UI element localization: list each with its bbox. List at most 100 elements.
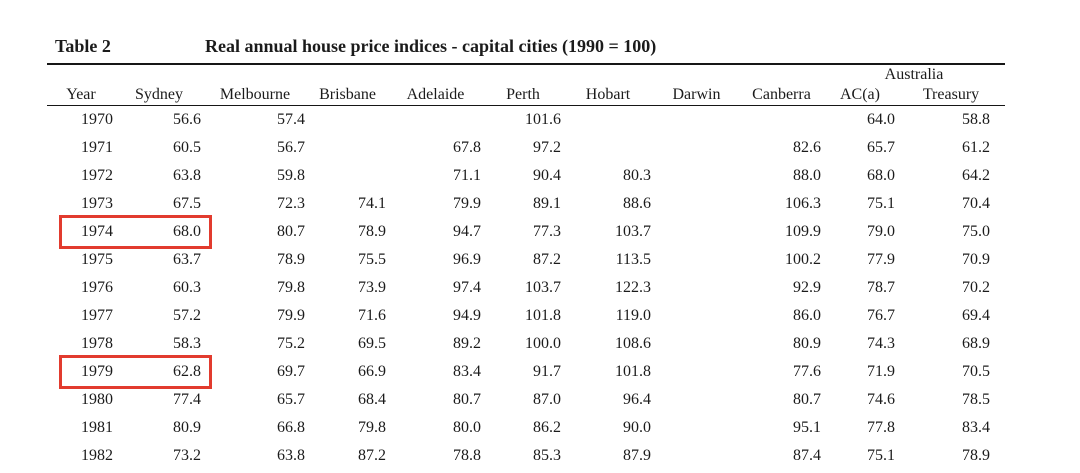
column-header-melbourne: Melbourne xyxy=(203,84,307,106)
table-row-1980: 1980 77.4 65.7 68.4 80.7 87.0 96.4 80.7 74.6 78.5 xyxy=(47,386,1005,414)
house-price-table: Australia Year Sydney Melbourne Brisbane Ade… xyxy=(47,63,1005,470)
value-cell xyxy=(307,162,388,190)
value-cell xyxy=(653,134,740,162)
value-cell: 72.3 xyxy=(277,195,305,212)
value-cell: 70.4 xyxy=(962,195,990,212)
value-cell: 88.0 xyxy=(793,167,821,184)
value-cell xyxy=(653,190,740,218)
value-cell: 78.9 xyxy=(358,223,386,240)
value-cell: 87.0 xyxy=(533,391,561,408)
value-cell: 75.5 xyxy=(358,251,386,268)
table-row-1975: 1975 63.7 78.9 75.5 96.9 87.2 113.5 100.2 77.9 70… xyxy=(47,246,1005,274)
value-cell: 58.3 xyxy=(173,335,201,352)
value-cell xyxy=(653,302,740,330)
column-header-perth: Perth xyxy=(483,84,563,106)
table-row-1974: 1974 68.0 80.7 78.9 94.7 77.3 103.7 109.9 79.0 75… xyxy=(47,218,1005,246)
value-cell: 68.9 xyxy=(962,335,990,352)
value-cell: 78.7 xyxy=(867,279,895,296)
column-header-year: Year xyxy=(47,84,115,106)
year-cell: 1972 xyxy=(81,167,113,184)
value-cell: 97.2 xyxy=(533,139,561,156)
value-cell xyxy=(653,330,740,358)
value-cell: 61.2 xyxy=(962,139,990,156)
column-header-ac-a: AC(a) xyxy=(823,84,897,106)
value-cell: 79.8 xyxy=(358,419,386,436)
value-cell xyxy=(653,386,740,414)
value-cell: 60.3 xyxy=(173,279,201,296)
value-cell: 92.9 xyxy=(793,279,821,296)
value-cell: 71.6 xyxy=(358,307,386,324)
value-cell: 96.4 xyxy=(623,391,651,408)
value-cell: 74.3 xyxy=(867,335,895,352)
value-cell: 80.9 xyxy=(173,419,201,436)
value-cell: 87.2 xyxy=(533,251,561,268)
value-cell xyxy=(653,246,740,274)
value-cell: 101.8 xyxy=(525,307,561,324)
value-cell: 73.2 xyxy=(173,447,201,464)
value-cell: 71.9 xyxy=(867,363,895,380)
value-cell: 56.6 xyxy=(173,111,201,128)
value-cell: 73.9 xyxy=(358,279,386,296)
value-cell: 113.5 xyxy=(615,251,651,268)
value-cell: 97.4 xyxy=(453,279,481,296)
column-header-darwin: Darwin xyxy=(653,84,740,106)
value-cell: 67.5 xyxy=(173,195,201,212)
value-cell: 80.7 xyxy=(453,391,481,408)
value-cell: 77.4 xyxy=(173,391,201,408)
value-cell: 80.7 xyxy=(793,391,821,408)
value-cell: 83.4 xyxy=(962,419,990,436)
value-cell: 64.0 xyxy=(867,111,895,128)
value-cell: 64.2 xyxy=(962,167,990,184)
value-cell: 108.6 xyxy=(615,335,651,352)
value-cell: 79.9 xyxy=(453,195,481,212)
value-cell xyxy=(740,106,823,135)
value-cell: 65.7 xyxy=(867,139,895,156)
value-cell: 82.6 xyxy=(793,139,821,156)
table-label: Table 2 xyxy=(55,36,111,56)
year-cell: 1982 xyxy=(81,447,113,464)
value-cell: 87.2 xyxy=(358,447,386,464)
value-cell: 65.7 xyxy=(277,391,305,408)
table-row-1982: 1982 73.2 63.8 87.2 78.8 85.3 87.9 87.4 75.1 78.9 xyxy=(47,442,1005,470)
value-cell: 86.2 xyxy=(533,419,561,436)
value-cell: 58.8 xyxy=(962,111,990,128)
value-cell: 95.1 xyxy=(793,419,821,436)
value-cell: 75.1 xyxy=(867,195,895,212)
table-row-1973: 1973 67.5 72.3 74.1 79.9 89.1 88.6 106.3 75.1 70.… xyxy=(47,190,1005,218)
value-cell: 86.0 xyxy=(793,307,821,324)
year-cell: 1971 xyxy=(81,139,113,156)
value-cell: 91.7 xyxy=(533,363,561,380)
value-cell xyxy=(653,218,740,246)
value-cell: 63.8 xyxy=(277,447,305,464)
value-cell: 83.4 xyxy=(453,363,481,380)
value-cell xyxy=(563,134,653,162)
value-cell: 79.0 xyxy=(867,223,895,240)
value-cell: 90.4 xyxy=(533,167,561,184)
group-header-australia: Australia xyxy=(884,66,944,83)
value-cell: 87.4 xyxy=(793,447,821,464)
value-cell: 78.5 xyxy=(962,391,990,408)
column-header-canberra: Canberra xyxy=(740,84,823,106)
value-cell: 57.4 xyxy=(277,111,305,128)
value-cell: 80.0 xyxy=(453,419,481,436)
value-cell: 80.7 xyxy=(277,223,305,240)
value-cell: 78.8 xyxy=(453,447,481,464)
year-cell: 1979 xyxy=(81,363,113,380)
table-row-1971: 1971 60.5 56.7 67.8 97.2 82.6 65.7 61.2 xyxy=(47,134,1005,162)
value-cell: 68.0 xyxy=(867,167,895,184)
value-cell xyxy=(307,106,388,135)
value-cell xyxy=(653,414,740,442)
value-cell: 75.1 xyxy=(867,447,895,464)
column-header-row: Year Sydney Melbourne Brisbane Adelaide Perth… xyxy=(47,84,1005,106)
value-cell: 68.4 xyxy=(358,391,386,408)
value-cell: 78.9 xyxy=(277,251,305,268)
value-cell: 75.2 xyxy=(277,335,305,352)
table-caption: Table 2 Real annual house price indices … xyxy=(0,36,1080,62)
year-cell: 1980 xyxy=(81,391,113,408)
value-cell: 88.6 xyxy=(623,195,651,212)
column-header-hobart: Hobart xyxy=(563,84,653,106)
value-cell xyxy=(307,134,388,162)
value-cell: 119.0 xyxy=(615,307,651,324)
value-cell: 79.8 xyxy=(277,279,305,296)
